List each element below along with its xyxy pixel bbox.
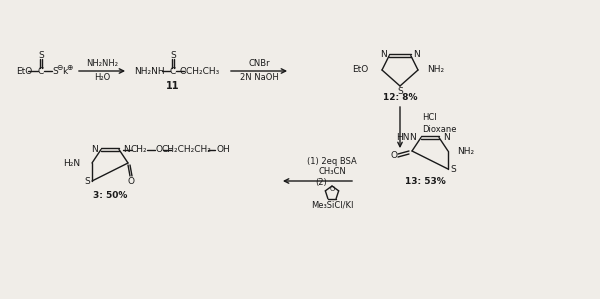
Text: 13: 53%: 13: 53%: [404, 176, 445, 185]
Text: N: N: [122, 145, 130, 154]
Text: N: N: [413, 50, 420, 59]
Text: O: O: [128, 176, 134, 185]
Text: OCH₂CH₃: OCH₂CH₃: [180, 66, 220, 76]
Text: OH: OH: [216, 145, 230, 154]
Text: EtO: EtO: [352, 65, 368, 74]
Text: N: N: [410, 133, 416, 142]
Text: 12: 8%: 12: 8%: [383, 94, 417, 103]
Text: N: N: [443, 133, 451, 142]
Text: CH₃CN: CH₃CN: [318, 167, 346, 176]
Text: N: N: [380, 50, 386, 59]
Text: NH₂: NH₂: [427, 65, 445, 74]
Text: C: C: [38, 66, 44, 76]
Text: 3: 50%: 3: 50%: [93, 190, 127, 199]
Text: S: S: [84, 176, 90, 185]
Text: CH₂: CH₂: [131, 145, 148, 154]
Text: S: S: [38, 51, 44, 60]
Text: NH₂NH₂: NH₂NH₂: [86, 59, 118, 68]
Text: ⊖: ⊖: [56, 62, 62, 71]
Text: S: S: [450, 164, 456, 173]
Text: NH₂NH: NH₂NH: [134, 66, 164, 76]
Text: EtO: EtO: [16, 66, 32, 76]
Text: H₂N: H₂N: [64, 158, 80, 167]
Text: S: S: [170, 51, 176, 60]
Text: N: N: [91, 145, 97, 154]
Text: HN: HN: [396, 133, 410, 142]
Text: k: k: [62, 66, 68, 76]
Text: NH₂: NH₂: [457, 147, 475, 155]
Text: C: C: [170, 66, 176, 76]
Text: ⊕: ⊕: [66, 62, 72, 71]
Text: CNBr: CNBr: [248, 59, 270, 68]
Text: Dioxane: Dioxane: [422, 126, 457, 135]
Text: S: S: [397, 86, 403, 95]
Text: O: O: [155, 145, 163, 154]
Text: S: S: [52, 66, 58, 76]
Text: CH₂CH₂CH₂: CH₂CH₂CH₂: [161, 145, 211, 154]
Text: O: O: [329, 186, 335, 192]
Text: H₂O: H₂O: [94, 74, 110, 83]
Text: 11: 11: [166, 81, 180, 91]
Text: (2): (2): [315, 179, 327, 187]
Text: O: O: [391, 152, 398, 161]
Text: 2N NaOH: 2N NaOH: [239, 74, 278, 83]
Text: (1) 2eq BSA: (1) 2eq BSA: [307, 156, 357, 166]
Text: Me₃SiCl/KI: Me₃SiCl/KI: [311, 201, 353, 210]
Text: HCl: HCl: [422, 114, 437, 123]
